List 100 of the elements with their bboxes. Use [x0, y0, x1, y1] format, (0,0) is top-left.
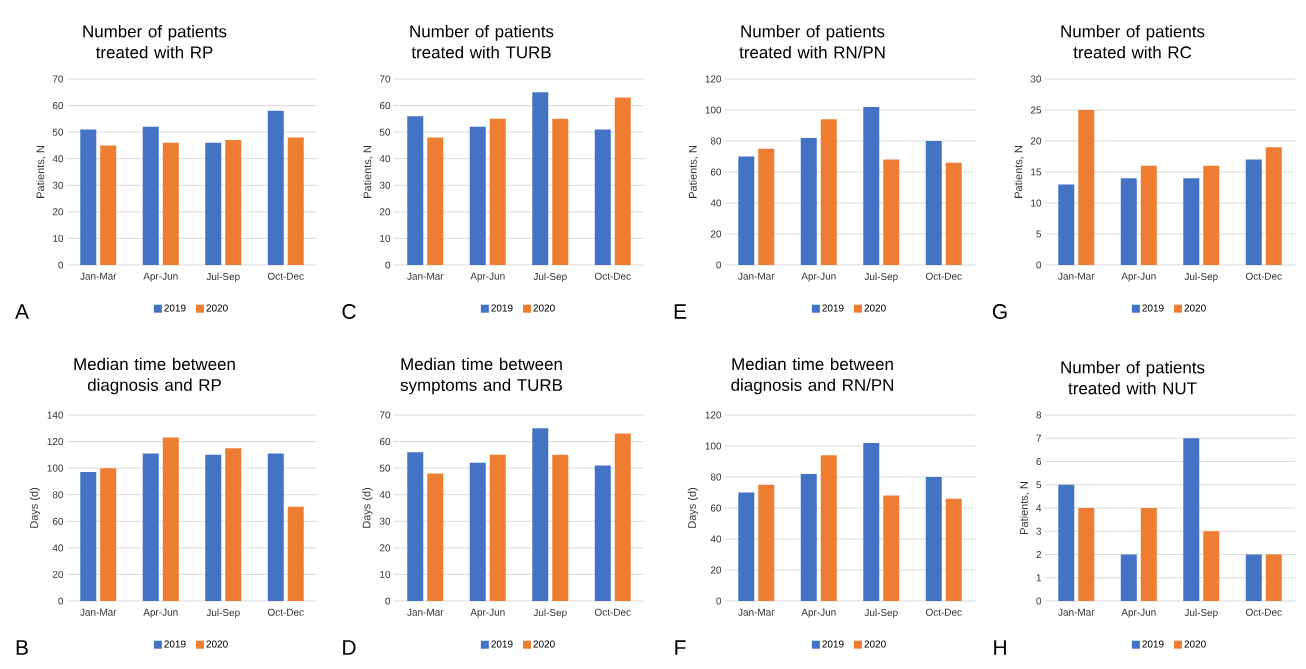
x-tick-label: Oct-Dec	[267, 272, 304, 280]
y-tick-label: 60	[710, 504, 722, 512]
bar	[1183, 178, 1200, 265]
bar	[1078, 109, 1095, 265]
y-axis-title: Days (d)	[362, 487, 373, 528]
y-tick-label: 120	[47, 438, 64, 446]
bar	[552, 118, 569, 265]
bar	[552, 454, 569, 601]
y-tick-label: 140	[47, 411, 64, 419]
y-axis-title: Patients, N	[1019, 482, 1030, 534]
bar	[1203, 165, 1220, 265]
x-tick-label: Apr-Jun	[1121, 272, 1156, 282]
chart-title: Number of patients treated with TURB	[410, 24, 554, 59]
y-tick-label: 20	[52, 570, 64, 578]
x-tick-label: Jul-Sep	[864, 608, 898, 619]
bar	[738, 156, 755, 265]
y-tick-label: 20	[379, 544, 391, 552]
y-tick-label: 100	[47, 464, 64, 472]
bar	[820, 119, 837, 265]
bar	[407, 452, 424, 601]
y-tick-label: 30	[1030, 75, 1042, 83]
y-tick-label: 40	[710, 199, 722, 207]
text: H	[994, 640, 1006, 655]
bar	[883, 159, 900, 265]
y-tick-label: 40	[710, 535, 722, 543]
bar	[100, 468, 117, 601]
y-tick-label: 20	[710, 566, 722, 574]
bar	[80, 472, 97, 601]
chart-title: Number of patients treated with NUT	[1061, 360, 1205, 395]
y-tick-label: 30	[52, 181, 64, 189]
x-tick-label: Apr-Jun	[143, 272, 178, 282]
legend-label: 2020	[864, 640, 886, 648]
bar	[925, 140, 942, 265]
bar	[738, 492, 755, 601]
x-tick-label: Jul-Sep	[206, 608, 240, 619]
y-axis-title: Days (d)	[687, 487, 699, 528]
y-tick-label: 15	[1031, 168, 1042, 176]
x-tick-label: Jan-Mar	[1058, 272, 1095, 280]
bar	[883, 495, 900, 601]
legend-label: 2019	[491, 640, 513, 648]
bar	[469, 462, 486, 601]
bar	[614, 433, 631, 601]
text: C	[342, 304, 356, 319]
bar	[100, 145, 117, 265]
bar	[1120, 554, 1137, 601]
bar	[1265, 147, 1282, 265]
y-tick-label: 40	[52, 155, 64, 163]
bar	[758, 148, 775, 265]
y-tick-label: 70	[52, 75, 64, 83]
chart-title: Median time between diagnosis and RN/PN	[731, 357, 893, 395]
legend-label: 2019	[1142, 640, 1164, 648]
legend-label: 2020	[533, 304, 555, 312]
bar	[1058, 184, 1075, 265]
y-tick-label: 80	[52, 491, 64, 499]
chart-title: Number of patients treated with RP	[83, 24, 227, 59]
bar	[1120, 178, 1137, 265]
legend-label: 2019	[164, 304, 186, 312]
bar	[142, 453, 159, 601]
y-tick-label: 30	[379, 181, 391, 189]
bar	[1183, 438, 1200, 601]
bar	[489, 118, 506, 265]
y-tick-label: 1	[1036, 574, 1042, 582]
bar	[1203, 531, 1220, 601]
x-tick-label: Jul-Sep	[864, 272, 898, 283]
y-tick-label: 5	[1036, 230, 1042, 238]
text: G	[992, 304, 1007, 319]
y-tick-label: 8	[1036, 411, 1042, 419]
x-tick-label: Apr-Jun	[470, 608, 505, 618]
bar	[863, 106, 880, 265]
y-tick-label: 50	[379, 464, 391, 472]
bar	[1078, 508, 1095, 601]
x-tick-label: Jan-Mar	[738, 272, 775, 280]
bar	[287, 137, 304, 265]
legend-label: 2020	[206, 304, 228, 312]
y-tick-label: 60	[379, 102, 391, 110]
x-tick-label: Apr-Jun	[1121, 608, 1156, 618]
bar	[945, 162, 962, 265]
bar	[267, 453, 284, 601]
bar	[225, 140, 242, 265]
y-tick-label: 80	[710, 473, 722, 481]
bar	[407, 116, 424, 265]
bar	[267, 110, 284, 265]
y-tick-label: 7	[1036, 434, 1042, 442]
bar	[469, 126, 486, 265]
bar	[205, 142, 222, 265]
bar	[800, 137, 817, 265]
bar	[80, 129, 97, 265]
x-tick-label: Jul-Sep	[533, 272, 567, 283]
x-tick-label: Oct-Dec	[267, 608, 304, 616]
x-tick-label: Jan-Mar	[80, 608, 117, 616]
x-tick-label: Apr-Jun	[801, 608, 836, 618]
x-tick-label: Oct-Dec	[594, 608, 631, 616]
bar	[594, 465, 611, 601]
x-tick-label: Oct-Dec	[594, 272, 631, 280]
bar	[863, 442, 880, 601]
text: E	[674, 304, 687, 319]
y-tick-label: 70	[379, 75, 391, 83]
x-tick-label: Jul-Sep	[533, 608, 567, 619]
bar	[1058, 484, 1075, 601]
text: A	[15, 304, 29, 319]
